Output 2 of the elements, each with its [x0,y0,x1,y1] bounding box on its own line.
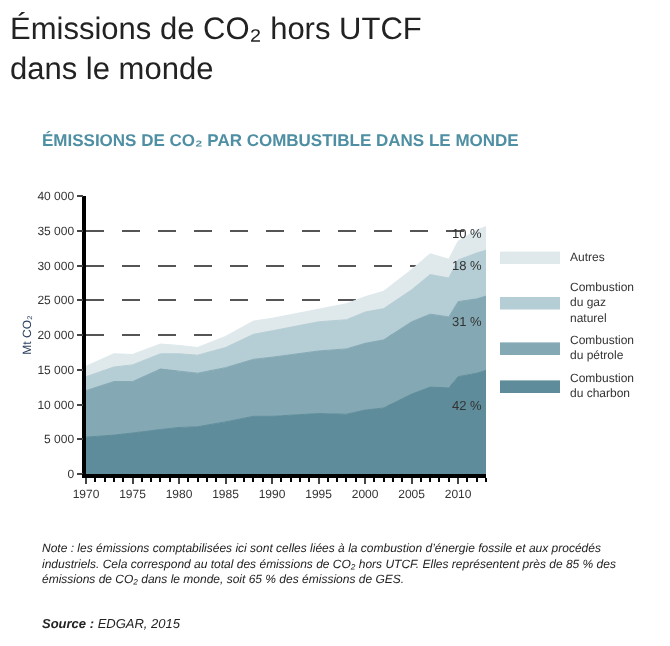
chart-subtitle: ÉMISSIONS DE CO₂ PAR COMBUSTIBLE DANS LE MONDE [42,130,520,150]
chart-title: Émissions de CO₂ hors UTCF dans le monde [10,10,422,88]
